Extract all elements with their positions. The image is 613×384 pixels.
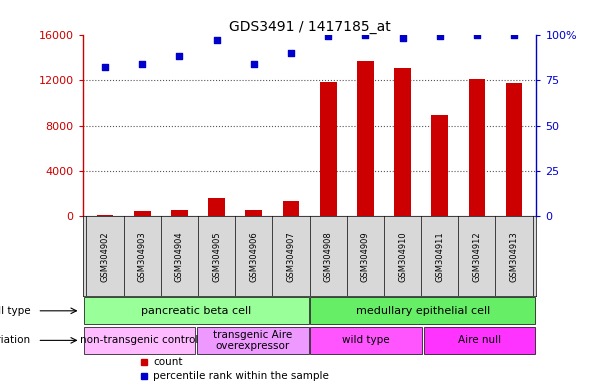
Bar [310, 297, 536, 324]
Bar [208, 198, 225, 217]
Point [323, 33, 333, 40]
Point [249, 61, 259, 67]
Text: GSM304904: GSM304904 [175, 231, 184, 281]
Text: GSM304908: GSM304908 [324, 231, 333, 281]
Text: GSM304912: GSM304912 [473, 231, 481, 281]
Point [435, 33, 444, 40]
Text: transgenic Aire
overexpressor: transgenic Aire overexpressor [213, 329, 292, 351]
Text: genotype/variation: genotype/variation [0, 335, 31, 345]
Point [509, 31, 519, 38]
Text: GSM304903: GSM304903 [138, 231, 147, 281]
Text: wild type: wild type [343, 335, 390, 345]
Text: GSM304906: GSM304906 [249, 231, 258, 281]
Point [286, 50, 296, 56]
Point [360, 31, 370, 38]
Text: GSM304902: GSM304902 [101, 231, 110, 281]
Text: GSM304911: GSM304911 [435, 231, 444, 281]
Point [137, 61, 147, 67]
Text: GSM304905: GSM304905 [212, 231, 221, 281]
Text: GSM304907: GSM304907 [286, 231, 295, 281]
Bar [320, 82, 337, 217]
Title: GDS3491 / 1417185_at: GDS3491 / 1417185_at [229, 20, 390, 33]
Bar [424, 327, 536, 354]
Bar [310, 327, 422, 354]
Bar [245, 210, 262, 217]
Point [175, 53, 185, 60]
Bar [134, 211, 151, 217]
Text: GSM304913: GSM304913 [509, 231, 519, 281]
Text: medullary epithelial cell: medullary epithelial cell [356, 306, 490, 316]
Text: pancreatic beta cell: pancreatic beta cell [141, 306, 251, 316]
Point [398, 35, 408, 41]
Bar [394, 68, 411, 217]
Bar [506, 83, 522, 217]
Bar [468, 79, 485, 217]
Bar [171, 210, 188, 217]
Text: count: count [153, 357, 183, 367]
Bar [357, 61, 374, 217]
Text: GSM304910: GSM304910 [398, 231, 407, 281]
Point [472, 31, 482, 38]
Bar [283, 201, 299, 217]
Text: GSM304909: GSM304909 [361, 231, 370, 281]
Bar [197, 327, 309, 354]
Bar [83, 327, 196, 354]
Text: non-transgenic control: non-transgenic control [80, 335, 199, 345]
Point [100, 64, 110, 70]
Point [211, 37, 221, 43]
Text: percentile rank within the sample: percentile rank within the sample [153, 371, 329, 381]
Text: Aire null: Aire null [458, 335, 501, 345]
Bar [432, 115, 448, 217]
Bar [83, 297, 309, 324]
Text: cell type: cell type [0, 306, 31, 316]
Bar [97, 215, 113, 217]
